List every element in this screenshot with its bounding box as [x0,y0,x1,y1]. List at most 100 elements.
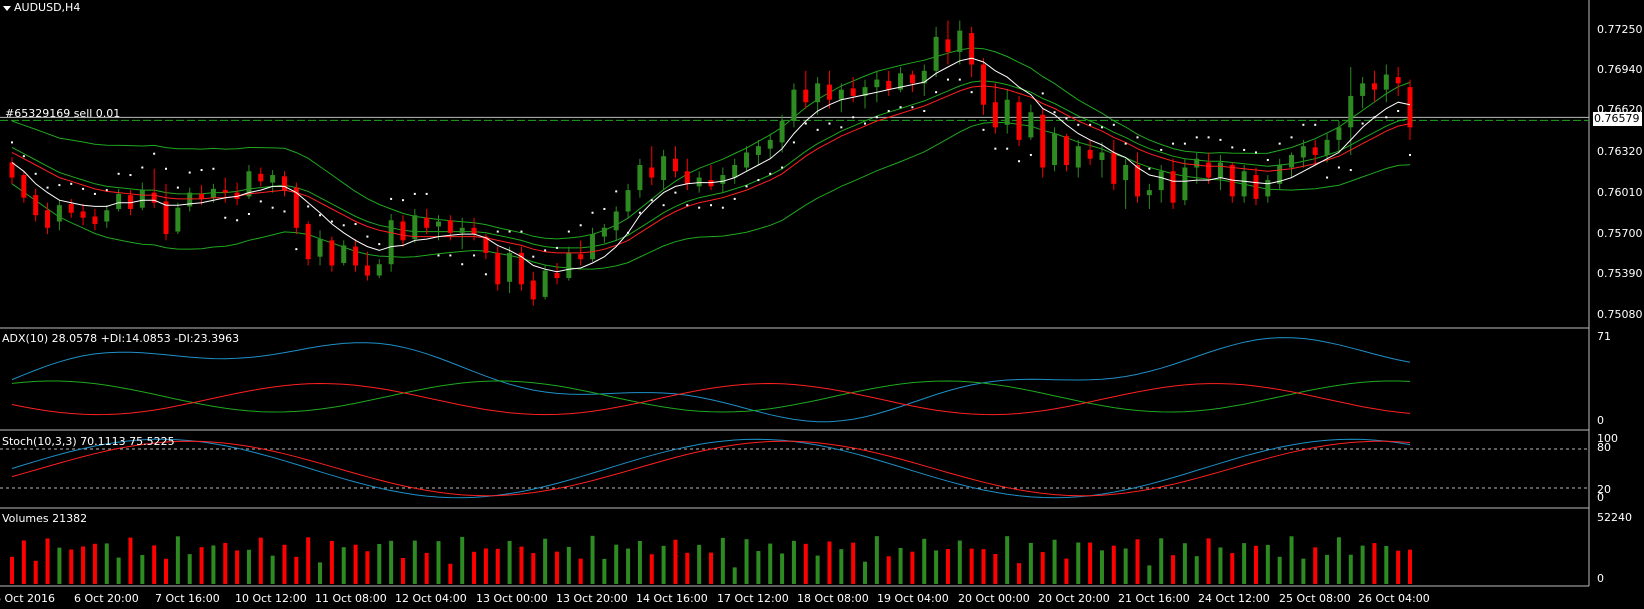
candle-body [1395,77,1401,84]
sar-dot [1290,136,1293,139]
candle-body [353,246,359,266]
time-axis-label: 13 Oct 00:00 [476,592,548,605]
price-axis-label: 0.76010 [1597,186,1643,199]
sar-dot [792,141,795,144]
volume-bar [57,547,62,584]
sar-dot [555,246,558,249]
volume-bar [164,558,169,584]
volume-bar [863,561,868,584]
volume-bar [152,545,157,584]
volume-bar [1052,539,1057,584]
sar-dot [638,211,641,214]
sar-dot [757,179,760,182]
volume-bar [1040,552,1045,584]
candle-body [210,188,216,198]
candle-body [1253,175,1259,199]
sar-dot [1207,136,1210,139]
volume-bar [69,549,74,584]
volume-axis-max: 52240 [1597,511,1632,524]
sar-dot [378,243,381,246]
chart-menu-triangle-icon[interactable] [3,6,11,11]
volume-bar [140,555,145,584]
candle-body [1300,146,1306,158]
candle-body [850,88,856,96]
sar-dot [686,204,689,207]
time-axis-label: 17 Oct 12:00 [717,592,789,605]
sar-dot [1195,136,1198,139]
price-axis-label: 0.75080 [1597,308,1643,321]
volume-bar [649,554,654,584]
sar-dot [390,197,393,200]
volume-bar [1277,556,1282,584]
candle-body [1371,83,1377,90]
sar-dot [129,174,132,177]
time-axis-label: 19 Oct 04:00 [877,592,949,605]
candle-body [613,211,619,231]
candle-body [601,227,607,237]
candle-body [127,195,133,209]
candle-body [45,210,51,228]
sar-dot [401,199,404,202]
volume-bar [1253,545,1258,584]
stoch-signal-line [11,440,1411,497]
volume-bar [957,540,962,584]
candle-body [1206,162,1212,178]
sar-dot [1409,153,1411,156]
candle-body [56,205,62,222]
volume-bar [128,537,133,584]
candle-body [199,193,205,199]
volume-bar [1218,547,1223,584]
volume-bar [92,543,97,584]
sar-dot [1124,142,1127,145]
candle-body [376,264,382,276]
sar-dot [212,167,215,170]
sar-dot [176,186,179,189]
volume-label: Volumes 21382 [2,512,88,525]
candle-body [1075,146,1081,168]
volume-bar [554,551,559,584]
candle-body [483,236,489,253]
sar-dot [117,172,120,175]
candle-body [9,162,15,178]
minus-di-line [11,382,1411,416]
volume-bar [448,563,453,584]
candle-body [1052,133,1058,165]
candle-body [803,89,809,103]
sar-dot [508,230,511,233]
candle-body [779,121,785,143]
volume-bar [389,540,394,584]
volume-bar [223,542,228,584]
sar-dot [875,116,878,119]
candle-body [80,211,86,218]
volume-bar [1301,558,1306,584]
volume-bar [803,543,808,584]
candle-body [720,175,726,184]
volume-bar [187,554,192,584]
candle-body [874,79,880,88]
volume-bar [472,551,477,584]
bollinger-lower-band [11,121,1411,270]
candle-body [447,220,453,233]
candle-body [791,89,797,122]
moving-average-slow [11,85,1411,254]
sar-dot [911,106,914,109]
time-axis-label: 21 Oct 16:00 [1118,592,1190,605]
volume-bar [590,535,595,584]
sar-dot [153,152,156,155]
sar-dot [567,230,570,233]
volume-bar [673,539,678,584]
volume-bar [519,546,524,584]
time-axis-label: 11 Oct 08:00 [315,592,387,605]
sar-dot [828,122,831,125]
candle-body [270,175,276,183]
candle-body [175,207,181,232]
sar-dot [1183,142,1186,145]
order-label[interactable]: #65329169 sell 0.01 [5,107,121,120]
sar-dot [1373,116,1376,119]
sar-dot [958,78,961,81]
sar-dot [105,189,108,192]
candle-body [459,227,465,233]
volume-bar [460,536,465,584]
volume-bar [993,553,998,584]
